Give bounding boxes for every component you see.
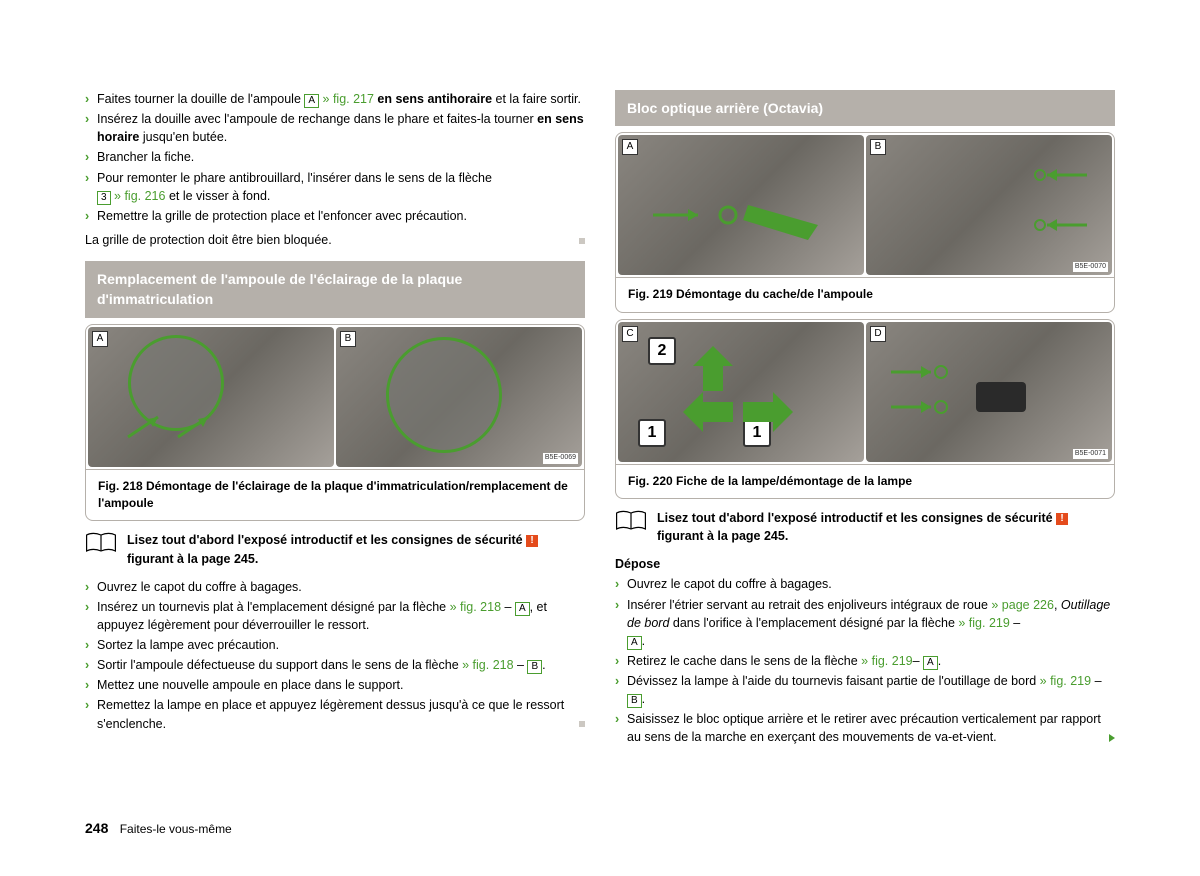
- list-item: Faites tourner la douille de l'ampoule A…: [85, 90, 585, 108]
- figure-image-a: A: [618, 135, 864, 275]
- section-header: Remplacement de l'ampoule de l'éclairage…: [85, 261, 585, 318]
- list-item: Dévissez la lampe à l'aide du tournevis …: [615, 672, 1115, 708]
- ref-box: A: [304, 94, 319, 108]
- book-icon: [85, 531, 117, 560]
- para-end-icon: [579, 721, 585, 727]
- warning-icon: !: [1056, 513, 1068, 525]
- arrows-icon: [648, 185, 828, 245]
- arrows-icon: [118, 407, 238, 447]
- info-block: Lisez tout d'abord l'exposé introductif …: [85, 531, 585, 567]
- bullets-2: Ouvrez le capot du coffre à bagages. Ins…: [85, 578, 585, 733]
- arrows-icon: [886, 362, 1046, 432]
- figure-caption: Fig. 219 Démontage du cache/de l'ampoule: [616, 277, 1114, 311]
- figure-219: A B: [615, 132, 1115, 312]
- list-item: Retirez le cache dans le sens de la flèc…: [615, 652, 1115, 670]
- info-block: Lisez tout d'abord l'exposé introductif …: [615, 509, 1115, 545]
- continue-icon: [1109, 734, 1115, 742]
- figure-image-b: B B5E-0070: [866, 135, 1112, 275]
- figure-image-a: A: [88, 327, 334, 467]
- list-item: Ouvrez le capot du coffre à bagages.: [615, 575, 1115, 593]
- list-item: Pour remonter le phare antibrouillard, l…: [85, 169, 585, 205]
- right-bullets: Ouvrez le capot du coffre à bagages. Ins…: [615, 575, 1115, 746]
- figure-image-c: C 2 1 1: [618, 322, 864, 462]
- ref-box: 3: [97, 191, 111, 205]
- callout-circle: [386, 337, 502, 453]
- figure-caption: Fig. 218 Démontage de l'éclairage de la …: [86, 469, 584, 521]
- right-column: Bloc optique arrière (Octavia) A B: [615, 90, 1115, 749]
- para-end-icon: [579, 238, 585, 244]
- left-column: Faites tourner la douille de l'ampoule A…: [85, 90, 585, 749]
- list-item: Remettre la grille de protection place e…: [85, 207, 585, 225]
- figure-caption: Fig. 220 Fiche de la lampe/démontage de …: [616, 464, 1114, 498]
- arrows-icon: [673, 342, 793, 442]
- figure-220: C 2 1 1 D: [615, 319, 1115, 499]
- page: Faites tourner la douille de l'ampoule A…: [0, 0, 1200, 789]
- book-icon: [615, 509, 647, 538]
- list-item: Brancher la fiche.: [85, 148, 585, 166]
- figure-218: A B B5E-0069 Fig. 218 Démontage de: [85, 324, 585, 522]
- footer: 248 Faites-le vous-même: [85, 820, 232, 836]
- intro-para: La grille de protection doit être bien b…: [85, 231, 585, 249]
- list-item: Sortir l'ampoule défectueuse du support …: [85, 656, 585, 674]
- section-header: Bloc optique arrière (Octavia): [615, 90, 1115, 126]
- list-item: Saisissez le bloc optique arrière et le …: [615, 710, 1115, 746]
- step-1: 1: [638, 419, 666, 447]
- list-item: Sortez la lampe avec précaution.: [85, 636, 585, 654]
- intro-bullets: Faites tourner la douille de l'ampoule A…: [85, 90, 585, 225]
- footer-section: Faites-le vous-même: [120, 822, 232, 836]
- arrows-icon: [1032, 165, 1092, 255]
- page-number: 248: [85, 820, 108, 836]
- list-item: Mettez une nouvelle ampoule en place dan…: [85, 676, 585, 694]
- list-item: Insérez la douille avec l'ampoule de rec…: [85, 110, 585, 146]
- figure-image-d: D B5E-0071: [866, 322, 1112, 462]
- list-item: Remettez la lampe en place et appuyez lé…: [85, 696, 585, 732]
- list-item: Ouvrez le capot du coffre à bagages.: [85, 578, 585, 596]
- step-2: 2: [648, 337, 676, 365]
- list-item: Insérer l'étrier servant au retrait des …: [615, 596, 1115, 650]
- figure-image-b: B B5E-0069: [336, 327, 582, 467]
- list-item: Insérez un tournevis plat à l'emplacemen…: [85, 598, 585, 634]
- warning-icon: !: [526, 535, 538, 547]
- subheading: Dépose: [615, 555, 1115, 573]
